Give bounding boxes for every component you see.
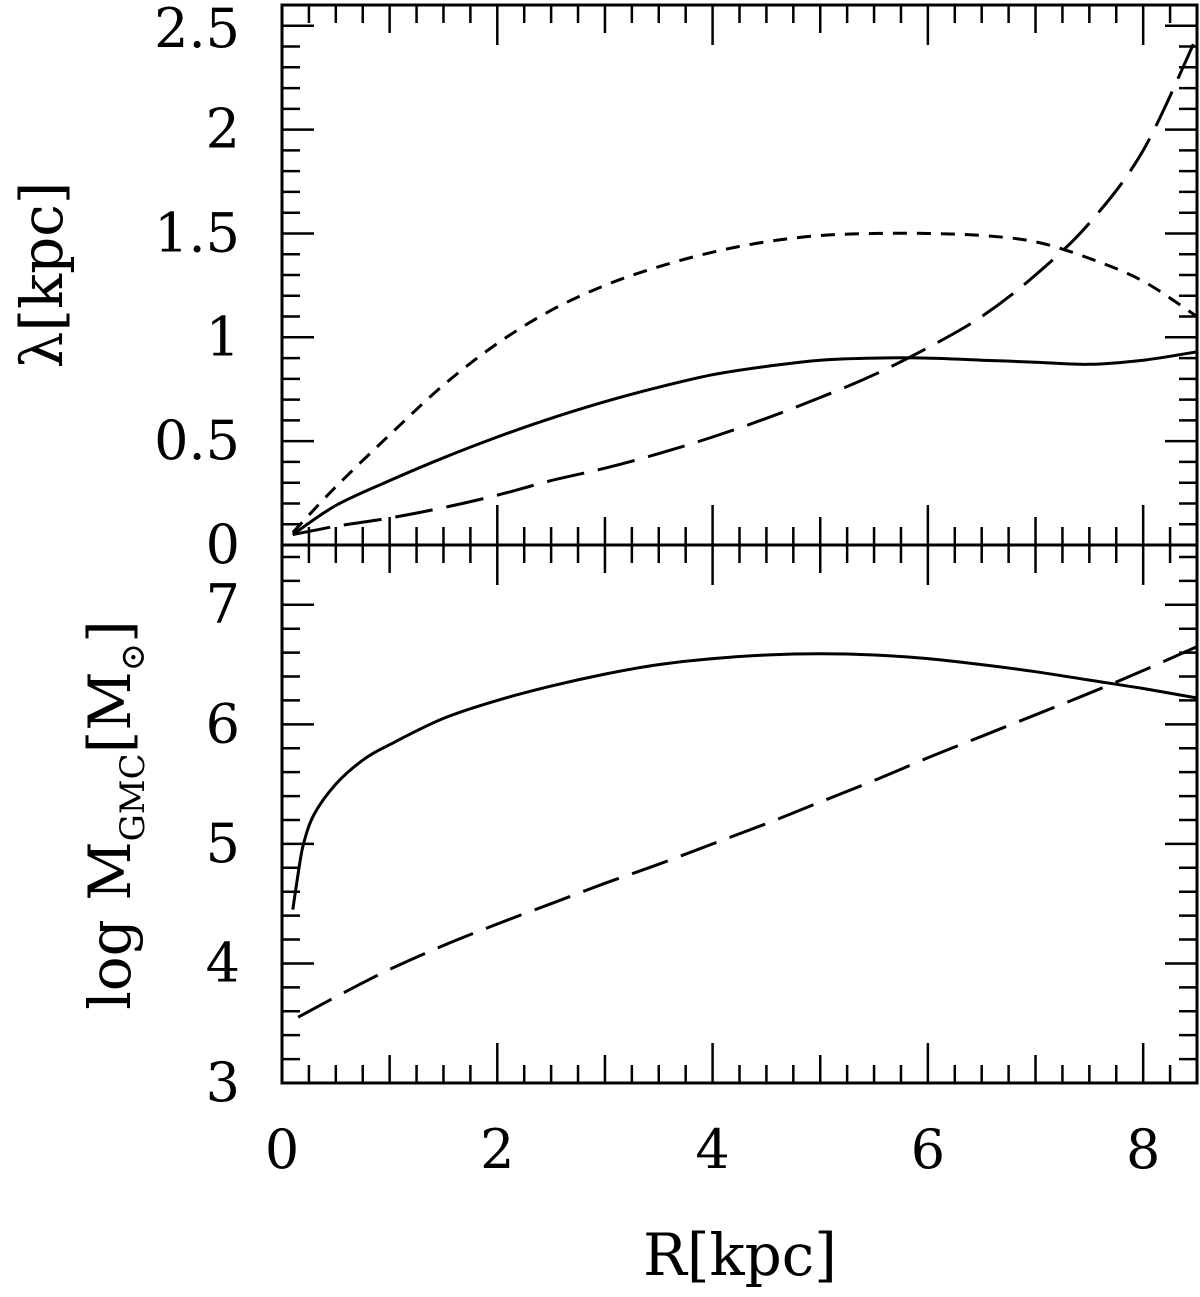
top-series-solid-line [291, 350, 1198, 536]
top-y-axis-title: λ[kpc] [8, 182, 76, 369]
top-series-long-dash-line [292, 35, 1199, 537]
x-tick-label: 8 [1126, 1118, 1160, 1181]
y-tick-label: 2 [206, 98, 240, 161]
bottom-y-title-subscript: GMC [113, 753, 153, 841]
bottom-panel: 3 4 5 6 7 0 2 4 6 8 log MGMC[M⊙] R[kpc] [76, 543, 1199, 1289]
bottom-y-title-unit-subscript: ⊙ [113, 643, 153, 672]
x-tick-label: 0 [265, 1118, 299, 1181]
bottom-y-title-unit-close: ] [76, 620, 144, 643]
bottom-panel-y-tick-labels: 3 4 5 6 7 [206, 573, 240, 1114]
bottom-y-axis-title: log MGMC[M⊙] [76, 620, 153, 1010]
bottom-y-title-main: log M [76, 841, 144, 1009]
x-tick-label: 6 [911, 1118, 945, 1181]
x-tick-label: 2 [480, 1118, 514, 1181]
bottom-panel-series [291, 645, 1198, 1019]
y-tick-label: 3 [206, 1051, 240, 1114]
y-tick-label: 0 [206, 513, 240, 576]
top-panel-ticks [280, 3, 1199, 547]
y-tick-label: 0.5 [154, 409, 240, 472]
x-tick-label: 4 [695, 1118, 729, 1181]
bottom-series-long-dash-line [297, 645, 1198, 1019]
bottom-series-solid-line [291, 652, 1198, 910]
bottom-panel-ticks [280, 545, 1199, 1085]
top-panel-frame [280, 3, 1199, 547]
y-tick-label: 7 [206, 573, 240, 636]
top-panel: 0 0.5 1 1.5 2 2.5 λ[kpc] [8, 0, 1199, 576]
x-axis-title: R[kpc] [643, 1221, 837, 1289]
y-tick-label: 6 [206, 692, 240, 755]
y-tick-label: 5 [206, 812, 240, 875]
top-series-short-dash-line [291, 231, 1198, 534]
y-tick-label: 1.5 [154, 201, 240, 264]
top-panel-y-tick-labels: 0 0.5 1 1.5 2 2.5 [154, 0, 240, 576]
bottom-panel-x-tick-labels: 0 2 4 6 8 [265, 1118, 1161, 1181]
bottom-y-title-unit: [M [76, 671, 144, 753]
bottom-panel-frame [280, 543, 1199, 1085]
top-panel-series [291, 35, 1199, 537]
y-tick-label: 4 [206, 931, 240, 994]
y-tick-label: 1 [206, 305, 240, 368]
y-tick-label: 2.5 [154, 0, 240, 60]
